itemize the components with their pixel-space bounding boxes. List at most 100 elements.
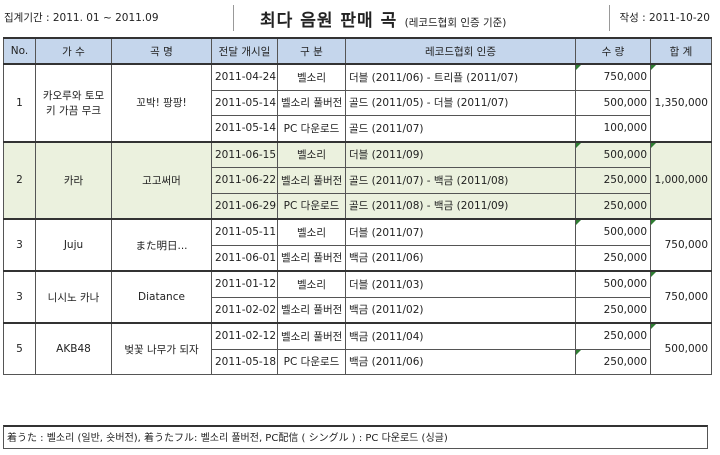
cell-marker-icon (651, 324, 656, 329)
report-header: 집계기간 : 2011. 01 ~ 2011.09 최다 음원 판매 곡 (레코… (0, 0, 720, 35)
cell-no[interactable]: 1 (3, 63, 36, 142)
cell-artist[interactable]: 니시노 카나 (35, 270, 112, 324)
table-body: 1 카오루와 토모키 가끔 무크 꼬박! 팡팡! 2011-04-24 벨소리 더블 (2… (3, 63, 712, 375)
table-row: 1 카오루와 토모키 가끔 무크 꼬박! 팡팡! 2011-04-24 벨소리 더블 (2… (3, 63, 712, 142)
col-header: 구 분 (277, 37, 346, 65)
title-box (233, 5, 610, 31)
period-label: 집계기간 : 2011. 01 ~ 2011.09 (4, 12, 159, 24)
cell-qty[interactable]: 500,000 (575, 140, 651, 168)
report-subtitle: (레코드협회 인증 기준) (404, 17, 507, 29)
table-row: 2011-02-02 벨소리 풀버전 백금 (2011/02) 250,000 (4, 296, 712, 324)
cell-total[interactable]: 750,000 (650, 218, 712, 272)
cell-type[interactable]: 벨소리 (277, 140, 346, 168)
cell-no[interactable]: 3 (3, 218, 36, 272)
table-row: 2011-06-29 PC 다운로드 골드 (2011/08) - 백금 (2011… (4, 192, 712, 220)
table-row: 2 카라 고고써머 2011-06-15 벨소리 더블 (2011/09) 500,000 1… (3, 140, 712, 220)
cell-marker-icon (576, 65, 581, 70)
cell-qty[interactable]: 250,000 (575, 167, 651, 194)
cell-qty[interactable]: 250,000 (575, 244, 651, 272)
cell-cert[interactable]: 골드 (2011/07) (345, 115, 576, 142)
cell-cert[interactable]: 백금 (2011/04) (345, 322, 576, 350)
cell-type[interactable]: PC 다운로드 (277, 348, 346, 375)
cell-cert[interactable]: 골드 (2011/05) - 더블 (2011/07) (345, 89, 576, 116)
cell-date[interactable]: 2011-06-15 (211, 140, 278, 168)
cell-date[interactable]: 2011-04-24 (211, 63, 278, 91)
cell-artist[interactable]: AKB48 (35, 322, 112, 375)
cell-type[interactable]: PC 다운로드 (277, 115, 346, 142)
cell-type[interactable]: 벨소리 (277, 218, 346, 246)
cell-total[interactable]: 1,000,000 (650, 140, 712, 220)
cell-marker-icon (651, 221, 656, 225)
cell-date[interactable]: 2011-02-02 (211, 296, 278, 324)
cell-artist[interactable]: 카오루와 토모키 가끔 무크 (35, 63, 112, 142)
cell-type[interactable]: 벨소리 풀버전 (277, 322, 346, 350)
cell-cert[interactable]: 골드 (2011/08) - 백금 (2011/09) (345, 192, 576, 220)
cell-marker-icon (576, 143, 581, 148)
cell-date[interactable]: 2011-05-11 (211, 218, 278, 246)
cell-type[interactable]: 벨소리 (277, 63, 346, 91)
cell-cert[interactable]: 더블 (2011/06) - 트리플 (2011/07) (345, 63, 576, 91)
table-row: 3 니시노 카나 Diatance 2011-01-12 벨소리 더블 (2011/03)… (3, 270, 712, 324)
cell-song[interactable]: 고고써머 (111, 140, 212, 220)
footnote: 着うた : 벨소리 (일반, 숏버전), 着うたフル: 벨소리 풀버전, PC配… (3, 425, 708, 449)
col-header: 가 수 (35, 37, 112, 65)
cell-song[interactable]: また明日... (111, 218, 212, 272)
cell-date[interactable]: 2011-05-14 (211, 115, 278, 142)
cell-artist[interactable]: Juju (35, 218, 112, 272)
cell-date[interactable]: 2011-05-18 (211, 348, 278, 375)
table-row: 2011-06-22 벨소리 풀버전 골드 (2011/07) - 백금 (2011… (4, 167, 712, 194)
report-title: 최다 음원 판매 곡 (260, 11, 398, 31)
col-header: 전달 개시일 (211, 37, 278, 65)
table-row: 5 AKB48 벚꽃 나무가 되자 2011-02-12 벨소리 풀버전 백금 (2011… (3, 322, 712, 375)
cell-qty[interactable]: 250,000 (575, 296, 651, 324)
col-header: 합 계 (650, 37, 712, 65)
cell-qty[interactable]: 250,000 (575, 192, 651, 220)
cell-type[interactable]: 벨소리 풀버전 (277, 296, 346, 324)
sales-table: No. 가 수 곡 명 전달 개시일 구 분 레코드협회 인증 수 량 합 계 … (3, 37, 712, 375)
col-header: 레코드협회 인증 (345, 37, 576, 65)
cell-type[interactable]: 벨소리 풀버전 (277, 167, 346, 194)
cell-qty[interactable]: 500,000 (575, 270, 651, 298)
cell-song[interactable]: 벚꽃 나무가 되자 (111, 322, 212, 375)
cell-type[interactable]: 벨소리 풀버전 (277, 89, 346, 116)
cell-date[interactable]: 2011-06-29 (211, 192, 278, 220)
cell-no[interactable]: 2 (3, 140, 36, 220)
cell-type[interactable]: PC 다운로드 (277, 192, 346, 220)
cell-cert[interactable]: 더블 (2011/03) (345, 270, 576, 298)
cell-song[interactable]: 꼬박! 팡팡! (111, 63, 212, 142)
table-row: 2011-06-01 벨소리 풀버전 백금 (2011/06) 250,000 (4, 244, 712, 272)
cell-total[interactable]: 750,000 (650, 270, 712, 324)
cell-cert[interactable]: 백금 (2011/02) (345, 296, 576, 324)
cell-total[interactable]: 500,000 (650, 322, 712, 375)
cell-cert[interactable]: 골드 (2011/07) - 백금 (2011/08) (345, 167, 576, 194)
cell-song[interactable]: Diatance (111, 270, 212, 324)
cell-marker-icon (651, 273, 656, 277)
cell-qty[interactable]: 100,000 (575, 115, 651, 142)
cell-marker-icon (651, 65, 656, 70)
table-row: 2011-05-14 PC 다운로드 골드 (2011/07) 100,000 (4, 115, 712, 142)
cell-cert[interactable]: 백금 (2011/06) (345, 244, 576, 272)
table-row: 3 Juju また明日... 2011-05-11 벨소리 더블 (2011/07) 500… (3, 218, 712, 272)
cell-no[interactable]: 3 (3, 270, 36, 324)
cell-artist[interactable]: 카라 (35, 140, 112, 220)
cell-cert[interactable]: 더블 (2011/07) (345, 218, 576, 246)
cell-qty[interactable]: 250,000 (575, 322, 651, 350)
cell-qty[interactable]: 500,000 (575, 89, 651, 116)
cell-date[interactable]: 2011-06-01 (211, 244, 278, 272)
cell-cert[interactable]: 백금 (2011/06) (345, 348, 576, 375)
cell-qty[interactable]: 500,000 (575, 218, 651, 246)
cell-date[interactable]: 2011-06-22 (211, 167, 278, 194)
cell-date[interactable]: 2011-02-12 (211, 322, 278, 350)
cell-no[interactable]: 5 (3, 322, 36, 375)
cell-type[interactable]: 벨소리 (277, 270, 346, 298)
report-title-block: 최다 음원 판매 곡 (레코드협회 인증 기준) (260, 6, 560, 31)
cell-qty[interactable]: 250,000 (575, 348, 651, 375)
cell-qty[interactable]: 750,000 (575, 63, 651, 91)
cell-total[interactable]: 1,350,000 (650, 63, 712, 142)
col-header: 수 량 (575, 37, 651, 65)
cell-date[interactable]: 2011-05-14 (211, 89, 278, 116)
cell-cert[interactable]: 더블 (2011/09) (345, 140, 576, 168)
cell-date[interactable]: 2011-01-12 (211, 270, 278, 298)
cell-type[interactable]: 벨소리 풀버전 (277, 244, 346, 272)
